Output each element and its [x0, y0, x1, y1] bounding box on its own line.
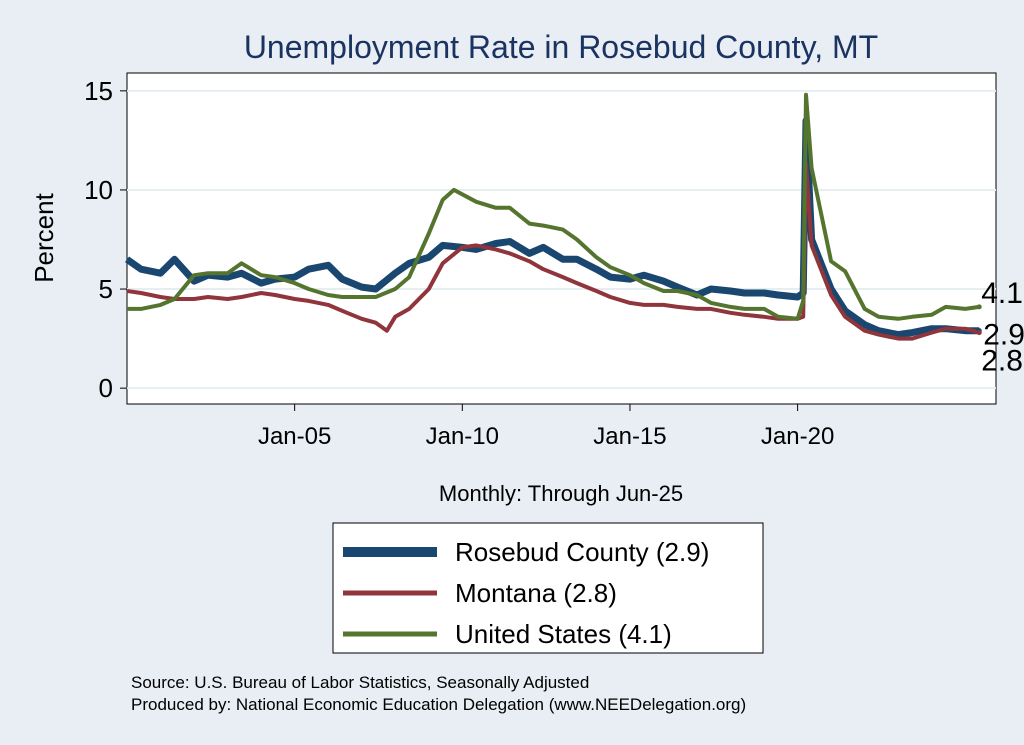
legend-label: Montana (2.8) [455, 578, 617, 608]
chart-title: Unemployment Rate in Rosebud County, MT [244, 29, 878, 65]
legend-box [332, 522, 764, 654]
x-tick-label: Jan-05 [258, 423, 331, 450]
source-line-2: Produced by: National Economic Education… [131, 695, 746, 714]
series-line-2 [127, 92, 980, 321]
end-label: 2.9 [983, 319, 1024, 352]
x-tick-label: Jan-15 [593, 423, 666, 450]
end-label: 4.1 [981, 277, 1023, 310]
plot-area [126, 72, 997, 405]
y-tick-label: 0 [99, 373, 113, 403]
y-axis-label: Percent [29, 192, 59, 282]
legend: Rosebud County (2.9) Montana (2.8) United … [332, 522, 764, 654]
x-tick-label: Jan-10 [426, 423, 499, 450]
x-axis-label: Monthly: Through Jun-25 [439, 481, 683, 506]
legend-label: United States (4.1) [455, 619, 672, 649]
y-tick-label: 15 [84, 76, 113, 106]
end-label: 2.8 [981, 345, 1023, 378]
series-lines [124, 92, 980, 341]
y-tick-label: 5 [99, 274, 113, 304]
gridlines [127, 89, 996, 390]
end-point [976, 330, 982, 336]
end-labels: 2.92.8 4.1 [976, 277, 1024, 378]
legend-label: Rosebud County (2.9) [455, 537, 709, 567]
x-tick-label: Jan-20 [761, 423, 834, 450]
y-axis: 0 5 10 15 [84, 76, 127, 403]
y-tick-label: 10 [84, 175, 113, 205]
x-axis: Jan-05 Jan-10 Jan-15 Jan-20 [258, 404, 834, 450]
source-line-1: Source: U.S. Bureau of Labor Statistics,… [131, 673, 589, 692]
end-point [976, 304, 982, 310]
series-line-1 [126, 162, 980, 341]
series-line-0 [124, 117, 980, 339]
